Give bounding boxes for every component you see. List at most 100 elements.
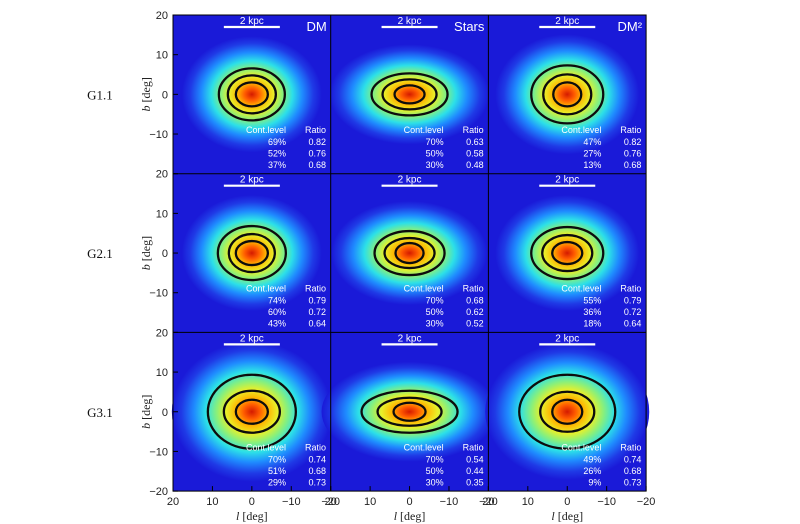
row-label: G2.1 xyxy=(87,246,113,261)
contour-level: 70% xyxy=(426,137,444,147)
density-map xyxy=(495,34,640,155)
density-map xyxy=(485,343,650,480)
panel-r2-c3: 2 kpc Cont.level Ratio 55% 0.79 36% 0.72 18% 0.6… xyxy=(488,173,647,333)
table-header-level: Cont.level xyxy=(404,442,444,452)
density-map xyxy=(181,36,322,153)
table-header-ratio: Ratio xyxy=(463,284,484,294)
contour-ratio: 0.48 xyxy=(466,160,484,170)
density-map xyxy=(321,361,498,462)
contour-1 xyxy=(234,81,270,108)
contour-3 xyxy=(206,373,298,450)
y-tick-label: 20 xyxy=(156,327,168,339)
y-axis-var: b xyxy=(139,264,153,270)
contour-level: 30% xyxy=(426,160,444,170)
table-header-ratio: Ratio xyxy=(620,284,641,294)
y-axis-unit: [deg] xyxy=(139,395,153,420)
table-header-ratio: Ratio xyxy=(620,125,641,135)
row-label: G1.1 xyxy=(87,87,113,102)
table-header-level: Cont.level xyxy=(404,284,444,294)
y-axis-unit: [deg] xyxy=(139,77,153,102)
scale-bar-label: 2 kpc xyxy=(398,175,422,186)
contour-ratio: 0.64 xyxy=(308,319,326,329)
y-tick-label: −10 xyxy=(149,129,168,141)
y-tick-label: 0 xyxy=(162,89,168,101)
y-axis-label: b [deg] xyxy=(139,395,153,429)
y-axis-label: b [deg] xyxy=(139,77,153,111)
contour-ratio: 0.63 xyxy=(466,137,484,147)
contour-ratio: 0.72 xyxy=(624,307,642,317)
contour-level: 74% xyxy=(268,296,286,306)
contour-level: 13% xyxy=(583,160,601,170)
scale-bar-label: 2 kpc xyxy=(240,175,264,186)
contour-ratio: 0.82 xyxy=(624,137,642,147)
table-header-level: Cont.level xyxy=(246,125,286,135)
y-axis-unit: [deg] xyxy=(139,236,153,261)
panel-title: DM xyxy=(306,19,326,34)
y-axis-label: b [deg] xyxy=(139,236,153,270)
contour-2 xyxy=(541,233,594,273)
contour-level: 70% xyxy=(426,454,444,464)
density-map xyxy=(171,341,332,482)
panel-r3-c1: 2 kpc Cont.level Ratio 70% 0.74 51% 0.68 29% 0.7… xyxy=(171,332,332,492)
x-axis-var: l xyxy=(236,509,240,523)
contour-ratio: 0.76 xyxy=(624,149,642,159)
contour-level: 36% xyxy=(583,307,601,317)
contour-2 xyxy=(542,73,593,116)
contour-level: 30% xyxy=(426,319,444,329)
scale-bar-label: 2 kpc xyxy=(555,333,579,344)
x-axis-var: l xyxy=(551,509,555,523)
scale-bar-label: 2 kpc xyxy=(555,175,579,186)
contour-1 xyxy=(234,398,270,425)
table-header-level: Cont.level xyxy=(404,125,444,135)
contour-ratio: 0.74 xyxy=(624,454,642,464)
panel-grid: 2 kpc DM Cont.level Ratio 69% 0.82 52% 0.76 37% 0… xyxy=(171,15,650,492)
contour-ratio: 0.82 xyxy=(308,137,326,147)
density-map xyxy=(495,195,640,312)
contour-ratio: 0.62 xyxy=(466,307,484,317)
contour-1 xyxy=(234,239,270,267)
contour-level: 50% xyxy=(426,466,444,476)
scale-bar-label: 2 kpc xyxy=(240,333,264,344)
y-tick-label: 0 xyxy=(162,248,168,260)
panel-title: DM² xyxy=(618,19,643,34)
table-header-ratio: Ratio xyxy=(305,125,326,135)
row-label: G3.1 xyxy=(87,405,113,420)
contour-1 xyxy=(393,84,426,105)
y-tick-label: 10 xyxy=(156,208,168,220)
contour-3 xyxy=(370,72,449,117)
x-tick-label: −20 xyxy=(637,496,656,508)
y-tick-label: −10 xyxy=(149,446,168,458)
contour-ratio: 0.79 xyxy=(624,296,642,306)
density-map xyxy=(329,44,490,145)
contour-ratio: 0.68 xyxy=(624,466,642,476)
table-header-level: Cont.level xyxy=(561,284,601,294)
contour-3 xyxy=(373,229,446,277)
contour-2 xyxy=(383,236,436,270)
contour-level: 49% xyxy=(583,454,601,464)
contour-ratio: 0.68 xyxy=(624,160,642,170)
contour-ratio: 0.73 xyxy=(624,477,642,487)
table-header-level: Cont.level xyxy=(561,442,601,452)
contour-ratio: 0.58 xyxy=(466,149,484,159)
panel-r2-c2: 2 kpc Cont.level Ratio 70% 0.68 50% 0.62 30% 0.5… xyxy=(330,173,489,333)
x-tick-label: −10 xyxy=(597,496,616,508)
y-axis-var: b xyxy=(139,106,153,112)
contour-ratio: 0.79 xyxy=(308,296,326,306)
contour-3 xyxy=(530,225,605,281)
contour-level: 70% xyxy=(268,454,286,464)
x-axis-label: l [deg] xyxy=(236,509,268,523)
x-tick-label: −20 xyxy=(479,496,498,508)
contour-ratio: 0.76 xyxy=(308,149,326,159)
panel-title: Stars xyxy=(454,19,485,34)
x-axis-label: l [deg] xyxy=(394,509,426,523)
panel-r1-c3: 2 kpc DM² Cont.level Ratio 47% 0.82 27% 0.76 13%… xyxy=(488,15,647,174)
contour-2 xyxy=(227,232,277,274)
table-header-ratio: Ratio xyxy=(305,442,326,452)
table-header-ratio: Ratio xyxy=(620,442,641,452)
contour-ratio: 0.64 xyxy=(624,319,642,329)
contour-2 xyxy=(222,389,282,434)
panel-r1-c2: 2 kpc Stars Cont.level Ratio 70% 0.63 50% 0.58 3… xyxy=(329,15,490,174)
contour-ratio: 0.72 xyxy=(308,307,326,317)
x-tick-label: 20 xyxy=(482,496,494,508)
contour-ratio: 0.68 xyxy=(466,296,484,306)
